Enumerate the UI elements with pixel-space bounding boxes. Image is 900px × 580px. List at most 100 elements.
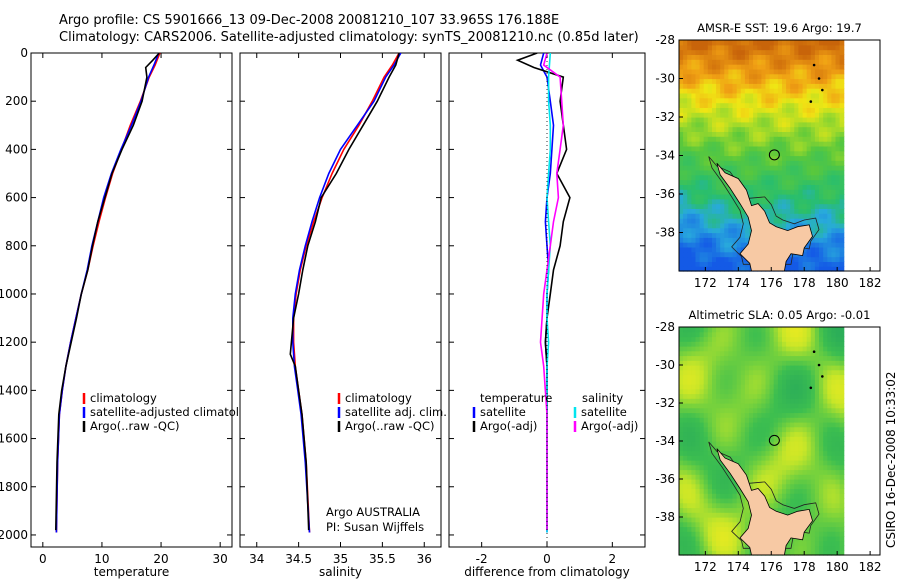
sst_map-data-cell xyxy=(798,189,804,195)
sla_map-data-cell xyxy=(786,479,791,485)
sla_map-data-cell xyxy=(831,355,837,361)
sst_map-data-cell xyxy=(835,107,841,113)
sla_map-data-cell xyxy=(806,369,812,376)
sst_map-data-cell xyxy=(839,121,845,128)
sst_map-data-cell xyxy=(786,150,791,157)
sst_map-data-cell xyxy=(757,44,762,51)
sst_map-data-cell xyxy=(823,88,828,94)
sla_map-data-cell xyxy=(798,374,804,380)
sst_map-data-cell xyxy=(798,78,804,84)
sst_map-data-cell xyxy=(798,165,804,171)
sst_map-data-cell xyxy=(782,179,787,185)
sst_map-data-cell xyxy=(716,266,721,272)
sst_map-data-cell xyxy=(819,59,824,65)
sla_map-data-cell xyxy=(703,336,709,342)
sla_map-data-cell xyxy=(707,455,713,461)
sla_map-data-cell xyxy=(835,398,841,404)
sst_map-data-cell xyxy=(740,78,746,84)
sst_map-data-cell xyxy=(683,160,688,166)
sst_map-data-cell xyxy=(724,59,729,65)
sst_map-data-cell xyxy=(765,59,771,65)
sla_map-data-cell xyxy=(814,374,820,380)
sla_map-data-cell xyxy=(740,412,746,418)
sla_map-data-cell xyxy=(802,550,808,556)
sla_map-data-cell xyxy=(740,327,746,333)
sst_map-data-cell xyxy=(823,237,828,243)
sst_map-data-cell xyxy=(707,194,713,200)
sla_map-data-cell xyxy=(798,426,804,433)
sla_map-data-cell xyxy=(814,550,820,556)
sst_map-data-cell xyxy=(819,112,824,118)
sst_map-data-cell xyxy=(695,227,701,234)
sst_map-data-cell xyxy=(769,169,775,176)
sla_map-data-cell xyxy=(691,327,697,333)
sla_map-data-cell xyxy=(761,350,767,357)
sst_map-data-cell xyxy=(819,179,824,185)
sla_map-data-cell xyxy=(753,365,758,371)
sst_map-data-cell xyxy=(740,40,746,46)
sla_map-data-cell xyxy=(695,531,701,537)
sla_map-data-cell xyxy=(744,517,750,523)
sla_map-data-cell xyxy=(699,341,705,347)
sla_map-data-cell xyxy=(786,445,791,452)
salinity-panel: 34 34.5 35 35.5 36salinityclimatologysatelli… xyxy=(239,52,447,579)
sla_map-ytick-label: -28 xyxy=(655,320,675,334)
sla_map-data-cell xyxy=(794,431,799,437)
sla_map-data-cell xyxy=(728,393,734,399)
sst_map-data-cell xyxy=(839,78,845,84)
sst_map-data-cell xyxy=(707,213,713,219)
sla_map-data-cell xyxy=(736,507,742,513)
sla_map-data-cell xyxy=(728,355,734,361)
sla_map-data-cell xyxy=(683,536,688,542)
sla_map-data-cell xyxy=(827,327,832,333)
figure-title-line-1: Argo profile: CS 5901666_13 09-Dec-2008 … xyxy=(59,13,560,28)
sla_map-data-cell xyxy=(827,464,832,471)
sst_map-data-cell xyxy=(691,242,697,248)
sst_map-data-cell xyxy=(773,49,779,55)
sst_map-data-cell xyxy=(687,203,692,209)
sst_map-data-cell xyxy=(699,246,705,253)
sla_map-data-cell xyxy=(786,441,791,447)
sla_map-data-cell xyxy=(761,403,767,409)
sst_map-data-cell xyxy=(782,203,787,209)
sst_map-data-cell xyxy=(798,208,804,214)
sla_map-data-cell xyxy=(814,474,820,480)
sst_map-data-cell xyxy=(736,169,742,176)
sst_map-data-cell xyxy=(736,218,742,224)
sst_map-data-cell xyxy=(777,218,783,224)
sst_map-data-cell xyxy=(695,266,701,272)
sla_map-data-cell xyxy=(798,540,804,547)
sla_map-data-cell xyxy=(753,360,758,366)
sla_map-data-cell xyxy=(716,384,721,390)
sst_map-data-cell xyxy=(819,227,824,234)
sla_map-data-cell xyxy=(740,379,746,385)
sla_map-data-cell xyxy=(823,460,828,466)
sst_map-data-cell xyxy=(691,107,697,113)
sla_map-data-cell xyxy=(806,498,812,504)
sst_map-data-cell xyxy=(699,107,705,113)
sst_map-data-cell xyxy=(827,112,832,118)
sst_map-data-cell xyxy=(835,237,841,243)
sst_map-data-cell xyxy=(823,203,828,209)
sla_map-data-cell xyxy=(740,517,746,523)
sla_map-data-cell xyxy=(798,388,804,395)
sla_map-data-cell xyxy=(819,493,824,499)
sst_map-data-cell xyxy=(683,218,688,224)
sst_map-data-cell xyxy=(810,251,816,258)
sst_map-data-cell xyxy=(823,227,828,234)
difference-xtick-label: 2 xyxy=(609,552,617,566)
sla_map-data-cell xyxy=(712,346,717,352)
sla_map-data-cell xyxy=(773,360,779,366)
sst_map-data-cell xyxy=(835,218,841,224)
sla_map-data-cell xyxy=(728,493,734,499)
sst_map-data-cell xyxy=(753,165,758,171)
sst_map-data-cell xyxy=(720,256,725,262)
sla_map-data-cell xyxy=(810,436,816,442)
sst_map-data-cell xyxy=(790,44,795,51)
sla_map-data-cell xyxy=(814,417,820,423)
sla_map-data-cell xyxy=(687,412,692,418)
sst_map-data-cell xyxy=(827,184,832,190)
sla_map-data-cell xyxy=(798,474,804,480)
sst_map-data-cell xyxy=(740,136,746,142)
sla_map-data-cell xyxy=(703,403,709,409)
